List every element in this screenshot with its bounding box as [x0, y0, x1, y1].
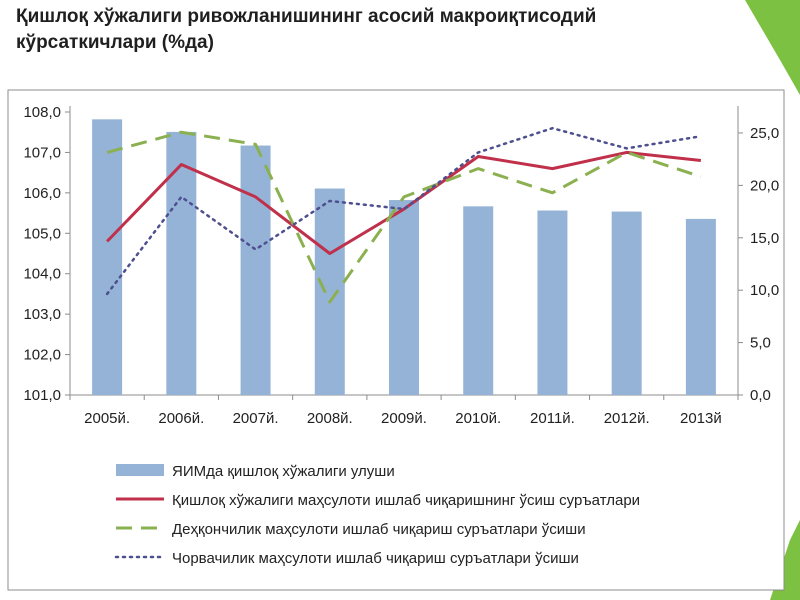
x-axis-tick-label: 2010й.: [455, 410, 501, 427]
bar: [314, 188, 345, 395]
left-axis-tick-label: 108,0: [23, 104, 61, 121]
bar: [240, 145, 271, 395]
left-axis-tick-label: 105,0: [23, 225, 61, 242]
left-axis-tick-label: 101,0: [23, 387, 61, 404]
right-axis-tick-label: 10,0: [750, 282, 779, 299]
left-axis-tick-label: 103,0: [23, 306, 61, 323]
left-axis-tick-label: 102,0: [23, 347, 61, 364]
x-axis-tick-label: 2011й.: [530, 410, 575, 427]
series-line: [106, 130, 702, 304]
page-title: Қишлоқ хўжалиги ривожланишининг асосий м…: [16, 6, 597, 53]
legend-label: Қишлоқ хўжалиги маҳсулоти ишлаб чиқаришн…: [172, 492, 640, 509]
legend-label: Чорвачилик маҳсулоти ишлаб чиқариш суръа…: [172, 550, 579, 567]
plot-area: 101,0 102,0 103,0 104,0 105,0 106,0 107,0 108,0…: [23, 104, 779, 427]
legend: ЯИМда қишлоқ хўжалиги улуши Қишлоқ хўжали…: [114, 463, 640, 567]
x-axis-tick-label: 2007й.: [233, 410, 279, 427]
legend-label: ЯИМда қишлоқ хўжалиги улуши: [172, 463, 395, 480]
left-axis-tick-label: 104,0: [23, 266, 61, 283]
bar: [611, 211, 642, 395]
left-axis-tick-label: 106,0: [23, 185, 61, 202]
bar: [92, 119, 123, 395]
bar: [685, 218, 716, 395]
x-axis-tick-label: 2009й.: [381, 410, 427, 427]
bar: [463, 206, 494, 395]
left-axis-tick-label: 107,0: [23, 144, 61, 161]
legend-label: Деҳқончилик маҳсулоти ишлаб чиқариш суръ…: [172, 521, 586, 538]
x-axis-tick-label: 2006й.: [158, 410, 204, 427]
right-axis-tick-label: 25,0: [750, 125, 779, 142]
x-axis-tick-label: 2008й.: [307, 410, 353, 427]
decorative-accent-top: [745, 0, 800, 95]
series-line: [106, 150, 702, 255]
right-axis-tick-label: 20,0: [750, 177, 779, 194]
bar: [389, 200, 419, 395]
right-axis-tick-label: 0,0: [750, 387, 771, 404]
x-axis-tick-label: 2012й.: [604, 410, 650, 427]
x-axis-tick-label: 2013й: [680, 410, 722, 427]
right-axis-tick-label: 15,0: [750, 230, 779, 247]
bar: [166, 131, 197, 396]
legend-swatch: [116, 464, 164, 476]
bar: [537, 210, 568, 395]
right-axis-tick-label: 5,0: [750, 335, 771, 352]
x-axis-tick-label: 2005й.: [84, 410, 130, 427]
